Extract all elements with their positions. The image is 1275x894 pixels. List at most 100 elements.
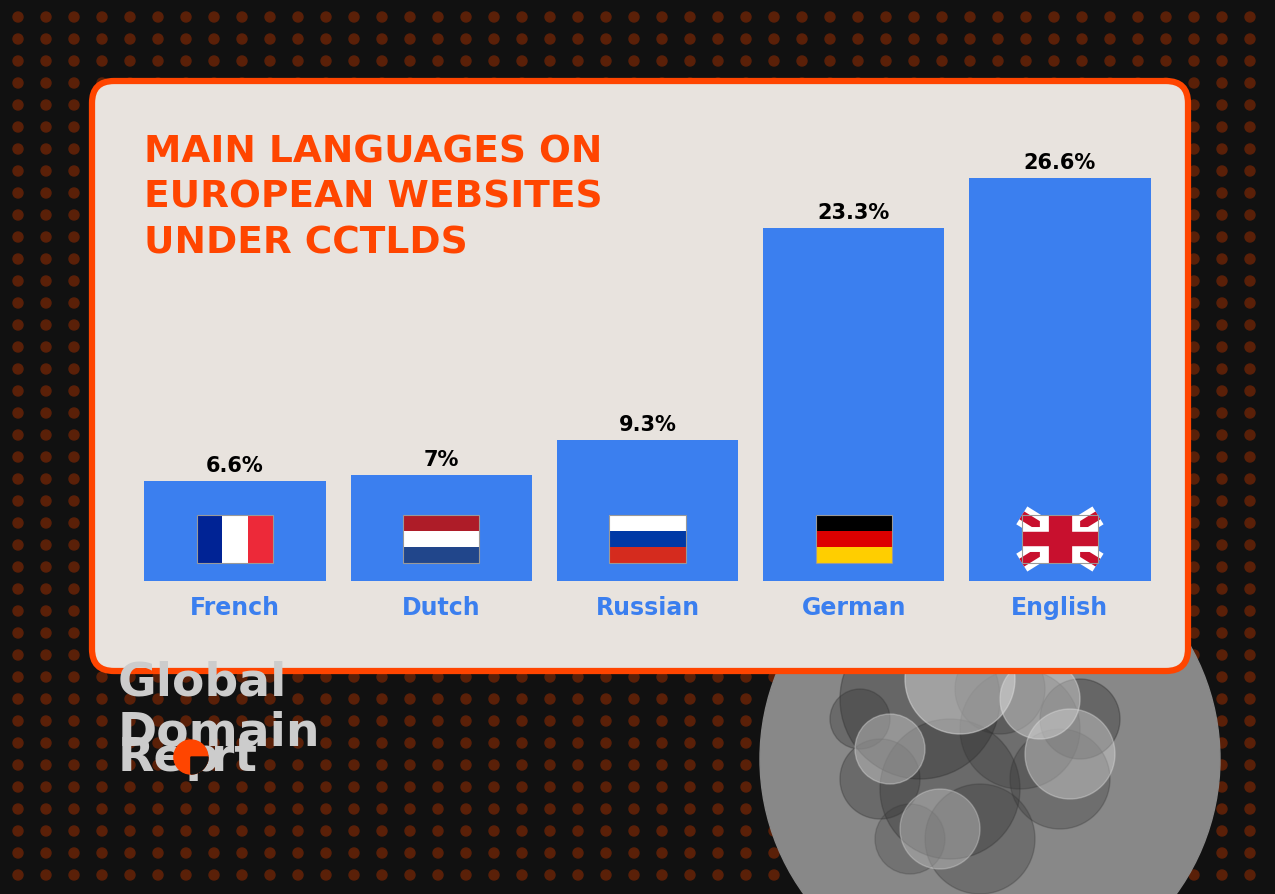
Circle shape bbox=[1190, 79, 1198, 89]
Circle shape bbox=[741, 496, 751, 506]
Circle shape bbox=[853, 145, 863, 155]
Circle shape bbox=[1133, 211, 1142, 221]
Circle shape bbox=[1133, 321, 1142, 331]
Bar bbox=[609, 532, 686, 547]
Circle shape bbox=[769, 122, 779, 133]
Circle shape bbox=[909, 232, 919, 243]
Circle shape bbox=[797, 255, 807, 265]
Circle shape bbox=[1244, 431, 1255, 441]
Circle shape bbox=[516, 189, 527, 198]
Circle shape bbox=[657, 826, 667, 836]
Circle shape bbox=[937, 13, 947, 23]
Circle shape bbox=[181, 562, 191, 572]
Circle shape bbox=[69, 122, 79, 133]
Circle shape bbox=[265, 650, 275, 661]
Circle shape bbox=[434, 540, 442, 551]
Circle shape bbox=[125, 13, 135, 23]
Circle shape bbox=[321, 606, 332, 616]
Circle shape bbox=[405, 496, 414, 506]
Circle shape bbox=[685, 365, 695, 375]
Circle shape bbox=[741, 826, 751, 836]
Circle shape bbox=[769, 650, 779, 661]
Circle shape bbox=[825, 519, 835, 528]
Circle shape bbox=[909, 431, 919, 441]
Circle shape bbox=[349, 760, 360, 770]
Text: 26.6%: 26.6% bbox=[1024, 152, 1096, 173]
Circle shape bbox=[1021, 431, 1031, 441]
Circle shape bbox=[965, 431, 975, 441]
Circle shape bbox=[601, 365, 611, 375]
Circle shape bbox=[797, 716, 807, 726]
Circle shape bbox=[490, 782, 499, 792]
Circle shape bbox=[909, 782, 919, 792]
Circle shape bbox=[265, 475, 275, 485]
Circle shape bbox=[1049, 276, 1060, 287]
Circle shape bbox=[572, 826, 583, 836]
Circle shape bbox=[97, 562, 107, 572]
Circle shape bbox=[237, 232, 247, 243]
Circle shape bbox=[13, 585, 23, 595]
Circle shape bbox=[69, 540, 79, 551]
Circle shape bbox=[293, 452, 303, 462]
Circle shape bbox=[629, 738, 639, 748]
Circle shape bbox=[572, 496, 583, 506]
Circle shape bbox=[657, 695, 667, 704]
Circle shape bbox=[1133, 145, 1142, 155]
Circle shape bbox=[13, 167, 23, 177]
Circle shape bbox=[1244, 496, 1255, 506]
Circle shape bbox=[405, 386, 414, 397]
Circle shape bbox=[544, 452, 555, 462]
Circle shape bbox=[377, 321, 388, 331]
Circle shape bbox=[881, 299, 891, 308]
Circle shape bbox=[97, 276, 107, 287]
Circle shape bbox=[544, 211, 555, 221]
Circle shape bbox=[490, 365, 499, 375]
Circle shape bbox=[434, 35, 442, 45]
Circle shape bbox=[601, 211, 611, 221]
Circle shape bbox=[462, 342, 470, 352]
Circle shape bbox=[1190, 760, 1198, 770]
Circle shape bbox=[1021, 848, 1031, 858]
Circle shape bbox=[1190, 475, 1198, 485]
Circle shape bbox=[237, 101, 247, 111]
Circle shape bbox=[321, 167, 332, 177]
Circle shape bbox=[797, 496, 807, 506]
Circle shape bbox=[1077, 232, 1088, 243]
Circle shape bbox=[881, 738, 891, 748]
Circle shape bbox=[41, 255, 51, 265]
Circle shape bbox=[1190, 167, 1198, 177]
Circle shape bbox=[1049, 496, 1060, 506]
Circle shape bbox=[1049, 585, 1060, 595]
Circle shape bbox=[41, 79, 51, 89]
Circle shape bbox=[377, 870, 388, 880]
Circle shape bbox=[209, 57, 219, 67]
Circle shape bbox=[462, 276, 470, 287]
Circle shape bbox=[1218, 606, 1227, 616]
Circle shape bbox=[797, 409, 807, 418]
Circle shape bbox=[153, 826, 163, 836]
Circle shape bbox=[544, 804, 555, 814]
Circle shape bbox=[1162, 255, 1170, 265]
Circle shape bbox=[321, 804, 332, 814]
Circle shape bbox=[405, 628, 414, 638]
Circle shape bbox=[853, 101, 863, 111]
Circle shape bbox=[69, 321, 79, 331]
Circle shape bbox=[544, 475, 555, 485]
Text: rt: rt bbox=[210, 735, 256, 780]
Circle shape bbox=[797, 321, 807, 331]
Circle shape bbox=[69, 299, 79, 308]
Circle shape bbox=[434, 452, 442, 462]
Circle shape bbox=[1218, 255, 1227, 265]
Circle shape bbox=[937, 519, 947, 528]
Circle shape bbox=[125, 628, 135, 638]
Circle shape bbox=[960, 670, 1080, 789]
Circle shape bbox=[1133, 695, 1142, 704]
Circle shape bbox=[349, 35, 360, 45]
Circle shape bbox=[881, 211, 891, 221]
Circle shape bbox=[13, 716, 23, 726]
Circle shape bbox=[1190, 409, 1198, 418]
Circle shape bbox=[937, 321, 947, 331]
Circle shape bbox=[741, 365, 751, 375]
Circle shape bbox=[462, 826, 470, 836]
Circle shape bbox=[572, 716, 583, 726]
